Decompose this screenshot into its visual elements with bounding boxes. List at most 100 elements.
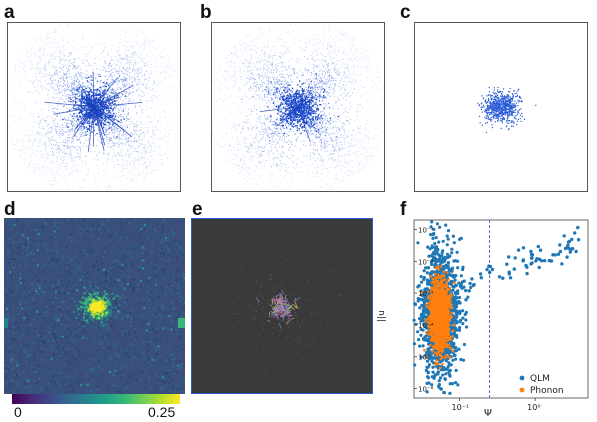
field-point — [125, 79, 127, 81]
field-point — [46, 133, 47, 135]
field-point — [110, 138, 112, 140]
field-point — [116, 123, 118, 125]
field-point — [258, 150, 260, 151]
field-point — [67, 168, 69, 170]
field-point — [123, 131, 125, 133]
field-point — [117, 71, 119, 73]
field-point — [47, 128, 49, 130]
field-point — [123, 130, 125, 132]
field-point — [367, 131, 369, 133]
field-point — [79, 150, 81, 151]
field-point — [68, 55, 70, 57]
field-point — [125, 78, 127, 80]
field-point — [102, 98, 103, 99]
core-point — [91, 114, 93, 117]
field-point — [121, 84, 123, 86]
field-point — [43, 157, 45, 159]
field-point — [275, 127, 277, 129]
field-point — [122, 174, 124, 175]
field-point — [55, 166, 57, 168]
field-point — [49, 127, 51, 129]
field-point — [328, 106, 330, 108]
field-point — [72, 80, 74, 82]
field-point — [65, 95, 67, 97]
field-point — [382, 85, 384, 87]
field-point — [169, 85, 171, 87]
field-point — [346, 76, 348, 78]
field-point — [129, 170, 131, 172]
core-point — [88, 96, 91, 98]
field-point — [71, 63, 73, 65]
core-point — [86, 109, 88, 111]
field-point — [109, 124, 111, 126]
field-point — [169, 75, 171, 77]
field-point — [43, 49, 45, 51]
field-point — [67, 83, 69, 85]
field-point — [131, 38, 133, 40]
field-point — [65, 73, 67, 75]
field-point — [58, 125, 60, 127]
field-point — [82, 180, 84, 182]
field-point — [124, 167, 126, 169]
field-point — [318, 132, 320, 134]
field-point — [50, 74, 52, 75]
field-point — [107, 83, 109, 85]
field-point — [146, 53, 148, 55]
field-point — [249, 67, 251, 69]
field-point — [135, 72, 137, 74]
core-point — [112, 114, 114, 116]
field-point — [36, 64, 38, 66]
field-point — [102, 119, 104, 121]
field-point — [122, 40, 124, 42]
field-point — [123, 57, 125, 59]
field-point — [57, 81, 59, 83]
field-point — [259, 132, 261, 134]
field-point — [124, 54, 126, 55]
field-point — [160, 58, 162, 60]
field-point — [133, 164, 135, 166]
core-point — [102, 123, 105, 125]
field-point — [88, 118, 90, 120]
field-point — [24, 75, 26, 77]
core-point — [104, 85, 106, 88]
field-point — [58, 81, 60, 82]
field-point — [264, 123, 266, 125]
field-point — [140, 71, 141, 73]
field-point — [57, 142, 58, 144]
field-point — [239, 59, 241, 61]
field-point — [126, 141, 128, 143]
field-point — [124, 33, 126, 35]
core-point — [78, 112, 80, 114]
field-point — [331, 139, 333, 141]
field-point — [31, 51, 33, 53]
field-point — [92, 86, 94, 88]
field-point — [85, 114, 87, 116]
field-point — [84, 88, 86, 90]
field-point — [146, 151, 148, 153]
field-point — [340, 161, 342, 163]
field-point — [367, 101, 369, 103]
field-point — [14, 99, 16, 101]
field-point — [44, 53, 46, 55]
field-point — [144, 94, 145, 96]
field-point — [149, 161, 151, 163]
field-point — [278, 92, 280, 94]
core-point — [111, 108, 113, 110]
field-point — [142, 66, 144, 68]
field-point — [111, 132, 113, 134]
field-point — [126, 74, 128, 76]
panel-a-plot — [8, 23, 180, 191]
core-point — [87, 122, 89, 124]
field-point — [333, 63, 335, 65]
field-point — [65, 90, 66, 92]
field-point — [37, 69, 39, 71]
field-point — [24, 136, 26, 137]
field-point — [96, 164, 98, 166]
field-point — [78, 73, 80, 75]
field-point — [50, 139, 52, 141]
field-point — [35, 173, 37, 175]
field-point — [67, 137, 69, 139]
field-point — [113, 152, 115, 154]
field-point — [86, 53, 88, 55]
field-point — [57, 104, 59, 106]
